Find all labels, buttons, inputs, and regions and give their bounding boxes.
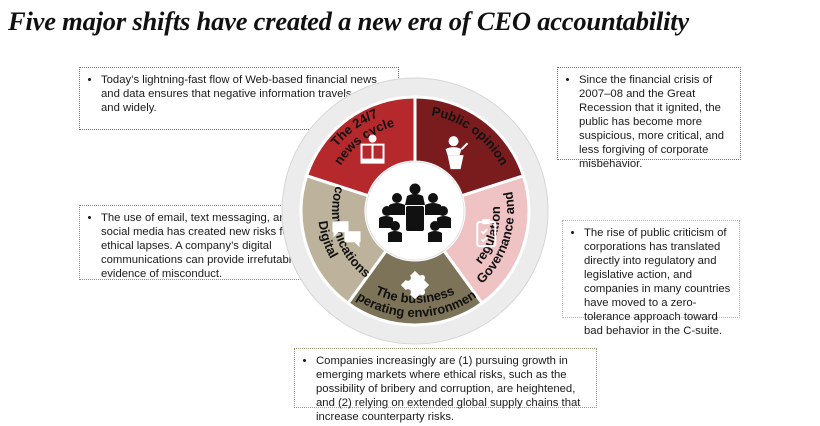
callout-digital-communications: The use of email, text messaging, and so… [79, 205, 323, 280]
checklist-clipboard-icon [476, 219, 497, 248]
callout-public-opinion-text: Since the financial crisis of 2007–08 an… [579, 73, 732, 171]
callout-public-opinion: Since the financial crisis of 2007–08 an… [557, 67, 741, 170]
callout-governance-regulation-text: The rise of public criticism of corporat… [584, 226, 731, 338]
book-reader-icon [360, 134, 385, 164]
boardroom-meeting-icon [379, 183, 451, 242]
page-title: Five major shifts have created a new era… [8, 6, 689, 36]
callout-news-cycle-text: Today’s lightning-fast flow of Web-based… [101, 73, 390, 115]
callout-digital-communications-text: The use of email, text messaging, and so… [101, 211, 314, 281]
speaker-at-podium-icon [445, 136, 469, 170]
callout-governance-regulation: The rise of public criticism of corporat… [562, 220, 740, 337]
speech-bubbles-icon [332, 221, 361, 248]
callout-business-environment-text: Companies increasingly are (1) pursuing … [316, 354, 588, 424]
callout-news-cycle: Today’s lightning-fast flow of Web-based… [79, 67, 399, 130]
callout-business-environment: Companies increasingly are (1) pursuing … [294, 348, 597, 423]
puzzle-piece-icon [400, 270, 430, 300]
